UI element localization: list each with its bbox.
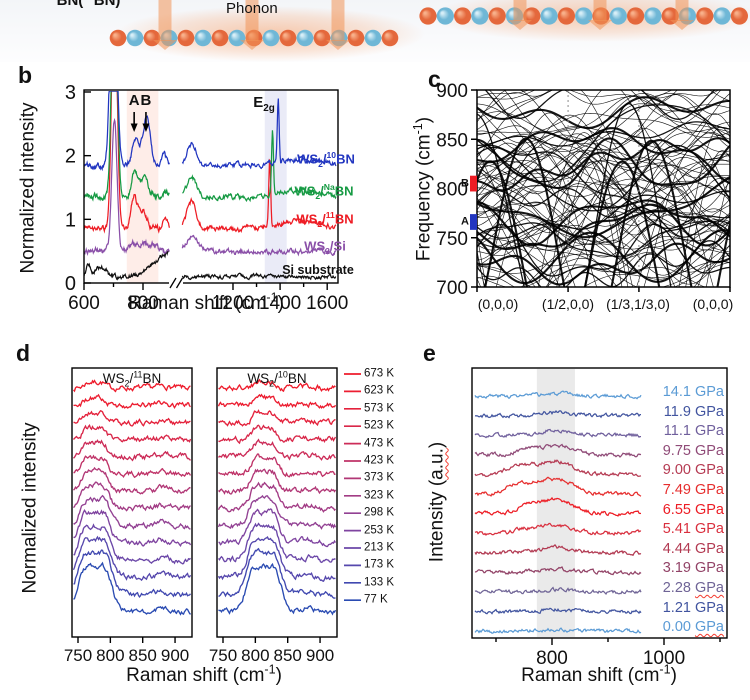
annotation-b: B [140,92,152,109]
curve-label-ws2-11bn: WS2/11BN [296,210,354,230]
pressure-label-1-21-gpa: 1.21 GPa [662,599,724,616]
panel-e: e Intensity (a.u.) Raman shift (cm-1) 14… [415,340,750,700]
panel-b-canvas [0,62,400,335]
subpanel-title-ws2-11bn: WS2/11BN [102,369,162,389]
panel-label-c: c [428,66,441,92]
phonon-label: Phonon [226,0,278,17]
panel-c-y-axis-label: Frequency (cm-1) [411,116,435,262]
phonon-schematic: NaBN(11BN) Phonon [0,0,750,62]
legend-item-173-k: 173 K [364,558,395,571]
curve-label-ws2-si: WS2/Si [304,238,346,257]
pressure-label-3-19-gpa: 3.19 GPa [662,560,724,577]
marker-label-a: A [461,215,469,228]
legend-item-323-k: 323 K [364,489,395,502]
pressure-label-4-44-gpa: 4.44 GPa [662,540,724,557]
panel-d-canvas [0,340,415,700]
annotation-e2g: E2g [253,94,275,114]
panel-b-y-axis-label: Normalized intensity [17,102,39,274]
pressure-label-0-00-gpa: 0.00 GPa [662,618,724,635]
legend-item-133-k: 133 K [364,576,395,589]
legend-item-213-k: 213 K [364,541,395,554]
panel-b: b Normalized intensity Raman shift (cm-1… [0,62,400,335]
panel-d: d Normalized intensity Raman shift (cm-1… [0,340,415,700]
pressure-label-11-1-gpa: 11.1 GPa [663,422,724,439]
panel-d-x-axis-label: Raman shift (cm-1) [126,662,282,686]
panel-c: c Frequency (cm-1) B A [400,62,750,335]
pressure-label-11-9-gpa: 11.9 GPa [663,403,724,420]
legend-item-673-k: 673 K [364,367,395,380]
pressure-label-9-75-gpa: 9.75 GPa [662,442,724,459]
pressure-label-2-28-gpa: 2.28 GPa [662,579,724,596]
curve-label-ws2-nabn: WS2/NaBN [294,182,354,202]
legend-item-298-k: 298 K [364,506,395,519]
panel-label-d: d [16,340,31,366]
panel-c-canvas [400,62,750,335]
legend-item-523-k: 523 K [364,419,395,432]
panel-b-x-axis-label: Raman shift (cm-1) [128,290,284,314]
pressure-label-14-1-gpa: 14.1 GPa [662,383,724,400]
annotation-a: A [128,92,140,109]
legend-item-253-k: 253 K [364,523,395,536]
panel-label-b: b [18,62,33,88]
pressure-label-6-55-gpa: 6.55 GPa [662,501,724,518]
panel-e-x-axis-label: Raman shift (cm-1) [521,662,677,686]
pressure-label-7-49-gpa: 7.49 GPa [662,481,724,498]
bn-isotope-label: NaBN(11BN) [44,0,121,9]
panel-e-y-axis-label: Intensity (a.u.) [426,441,448,563]
legend-item-373-k: 373 K [364,471,395,484]
legend-item-77-k: 77 K [364,593,388,606]
legend-item-623-k: 623 K [364,384,395,397]
marker-label-b: B [461,177,469,190]
curve-label-si-substrate: Si substrate [282,262,354,277]
legend-item-573-k: 573 K [364,402,395,415]
legend-item-423-k: 423 K [364,454,395,467]
curve-label-ws2-10bn: WS2/10BN [297,150,355,170]
pressure-label-5-41-gpa: 5.41 GPa [662,520,724,537]
subpanel-title-ws2-10bn: WS2/10BN [247,369,307,389]
schematic-canvas [0,0,750,62]
legend-item-473-k: 473 K [364,436,395,449]
panel-e-canvas [415,340,750,700]
panel-label-e: e [423,340,436,366]
panel-d-y-axis-label: Normalized intensity [19,422,41,594]
pressure-label-9-00-gpa: 9.00 GPa [662,462,724,479]
